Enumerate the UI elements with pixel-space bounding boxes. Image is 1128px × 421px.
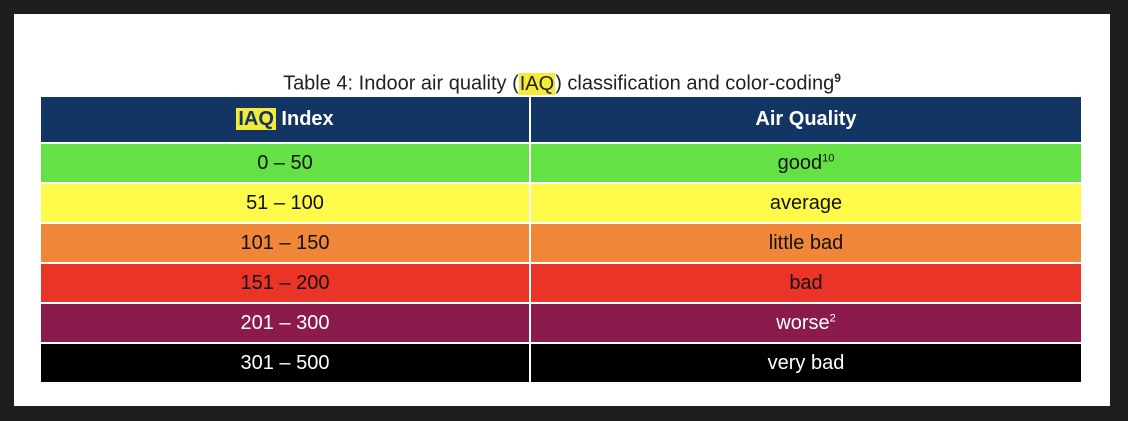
header-iaq-index: IAQ Index	[39, 95, 531, 144]
air-quality-cell: little bad	[529, 222, 1083, 264]
quality-text: little bad	[768, 231, 844, 254]
header-air-quality: Air Quality	[529, 95, 1083, 144]
iaq-table: IAQ Index Air Quality 0 – 50 good10 51 –…	[39, 95, 1083, 384]
table-row: 151 – 200 bad	[39, 262, 1083, 304]
table-row: 101 – 150 little bad	[39, 222, 1083, 264]
iaq-range-cell: 301 – 500	[39, 342, 531, 384]
document-page: Table 4: Indoor air quality (IAQ) classi…	[14, 14, 1110, 406]
header-index-label: Index	[275, 108, 334, 130]
iaq-range-cell: 201 – 300	[39, 302, 531, 344]
air-quality-cell: worse2	[529, 302, 1083, 344]
iaq-range-cell: 0 – 50	[39, 142, 531, 184]
table-row: 201 – 300 worse2	[39, 302, 1083, 344]
iaq-range-cell: 151 – 200	[39, 262, 531, 304]
table-row: 51 – 100 average	[39, 182, 1083, 224]
quality-text: worse	[776, 311, 830, 334]
quality-text: average	[769, 191, 843, 214]
caption-footnote: 9	[834, 71, 841, 85]
header-iaq-highlight: IAQ	[236, 108, 276, 130]
air-quality-cell: bad	[529, 262, 1083, 304]
quality-footnote: 2	[829, 311, 836, 324]
caption-suffix: ) classification and color-coding	[555, 72, 835, 95]
table-caption: Table 4: Indoor air quality (IAQ) classi…	[14, 71, 1110, 96]
quality-text: bad	[789, 271, 823, 294]
table-row: 0 – 50 good10	[39, 142, 1083, 184]
caption-highlight: IAQ	[518, 72, 556, 95]
caption-prefix: Table 4: Indoor air quality (	[283, 72, 519, 95]
quality-text: good	[777, 151, 823, 174]
table-row: 301 – 500 very bad	[39, 342, 1083, 384]
air-quality-cell: average	[529, 182, 1083, 224]
iaq-range-cell: 51 – 100	[39, 182, 531, 224]
quality-text: very bad	[767, 351, 845, 374]
table-header-row: IAQ Index Air Quality	[39, 95, 1083, 144]
iaq-range-cell: 101 – 150	[39, 222, 531, 264]
quality-footnote: 10	[822, 151, 835, 164]
air-quality-cell: very bad	[529, 342, 1083, 384]
air-quality-cell: good10	[529, 142, 1083, 184]
